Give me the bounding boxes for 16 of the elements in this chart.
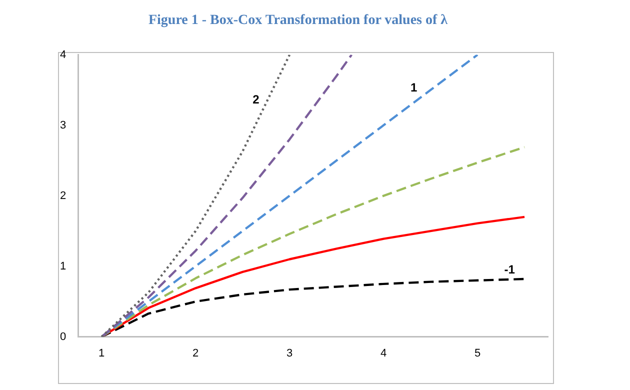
y-tick-label: 4 — [60, 48, 66, 61]
annotation: 2 — [252, 92, 260, 106]
x-tick-label: 1 — [98, 347, 105, 360]
line-series — [100, 54, 291, 337]
x-tick-label: 5 — [474, 347, 481, 360]
annotation: 1 — [410, 80, 418, 94]
y-tick-label: 3 — [60, 119, 66, 132]
y-tick-label: 0 — [60, 330, 66, 343]
annotation: -1 — [504, 262, 516, 276]
x-tick-label: 3 — [286, 347, 293, 360]
y-tick-label: 1 — [60, 260, 66, 272]
line-series — [100, 54, 353, 337]
y-tick-label: 2 — [60, 190, 66, 202]
x-tick-label: 4 — [380, 347, 387, 360]
chart-title: Figure 1 - Box-Cox Transformation for values of λ — [148, 13, 448, 28]
x-tick-label: 2 — [192, 347, 199, 360]
